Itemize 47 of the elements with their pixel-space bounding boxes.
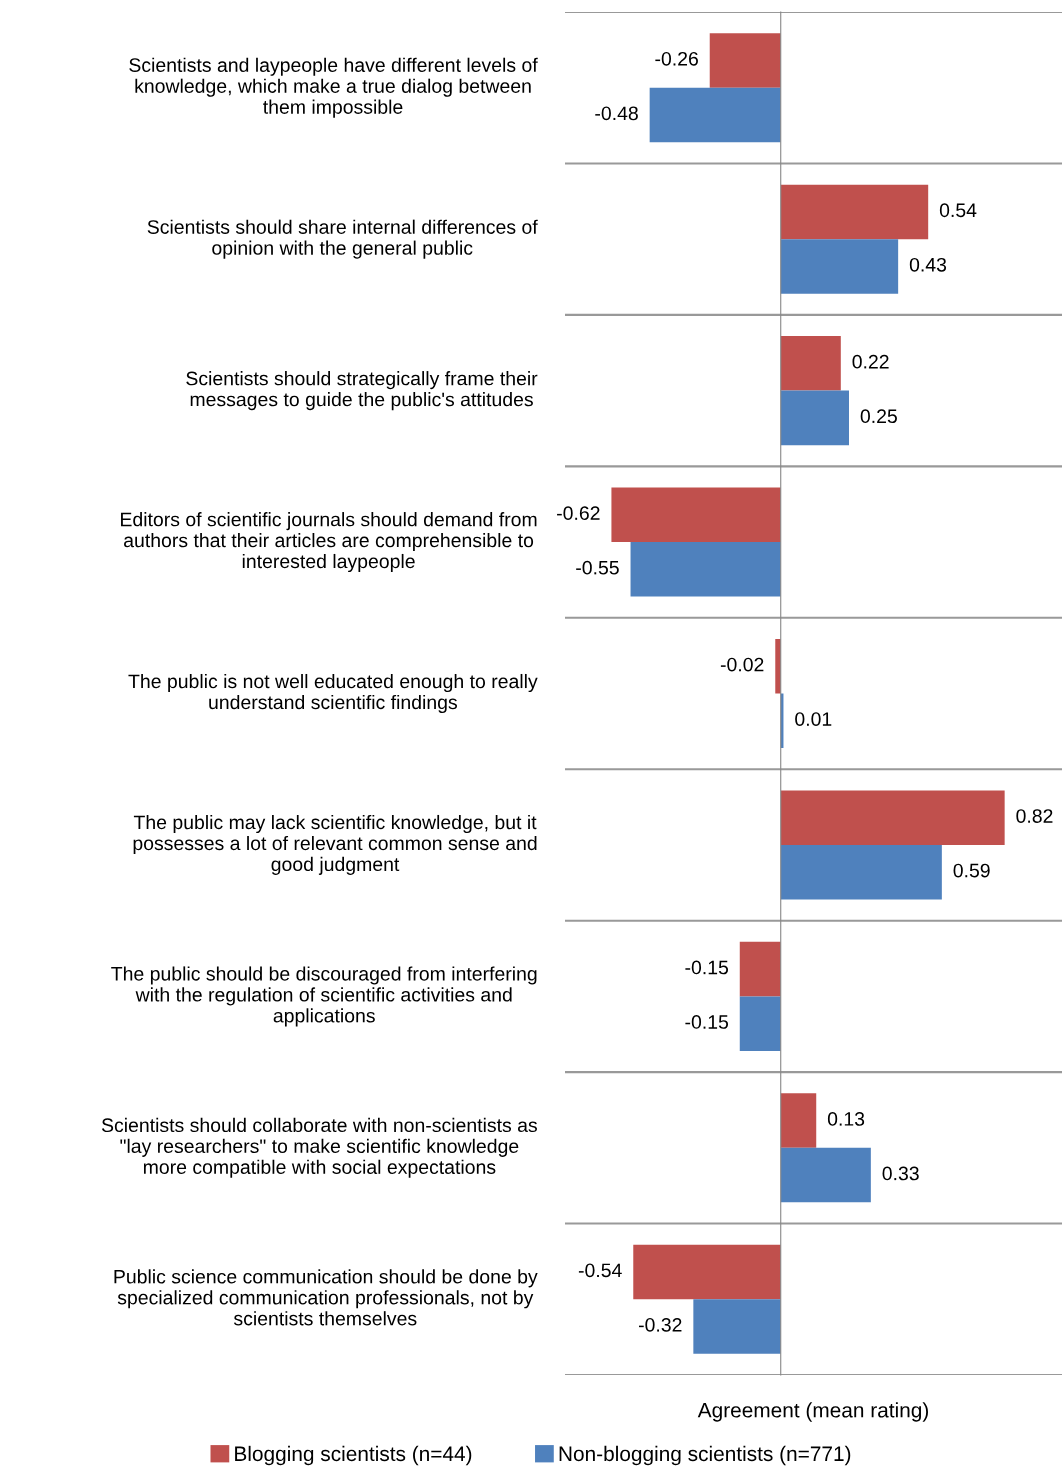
bar bbox=[739, 941, 781, 997]
data-label: -0.54 bbox=[578, 1263, 622, 1278]
data-label: 0.22 bbox=[852, 354, 889, 369]
y-tick-label: The public may lack scientific knowledge, but it possesses a lot of relevant common sense and good judgment bbox=[133, 814, 537, 875]
y-tick-label: Public science communication should be done by specialized communication professionals, not by scientists themselves bbox=[114, 1269, 538, 1326]
bar bbox=[649, 87, 781, 143]
data-label: -0.48 bbox=[595, 106, 638, 121]
bar bbox=[780, 184, 929, 240]
y-tick-label: The public is not well educated enough to really understand scientific findings bbox=[128, 673, 538, 714]
bar bbox=[780, 844, 942, 900]
legend-label: Non-blogging scientists (n=771) bbox=[559, 1445, 851, 1466]
data-label: 0.82 bbox=[1016, 809, 1053, 823]
bar bbox=[611, 487, 781, 543]
y-tick-label: Scientists should collaborate with non-scientists as "lay researchers" to make scientific knowledge more compatible with social expectations bbox=[101, 1117, 537, 1178]
bar bbox=[780, 239, 899, 294]
data-label: 0.01 bbox=[795, 712, 832, 726]
data-label: 0.43 bbox=[909, 257, 947, 272]
data-label: 0.25 bbox=[860, 409, 897, 424]
bar bbox=[780, 336, 841, 391]
y-tick-label: Scientists should share internal differences of opinion with the general public bbox=[147, 219, 538, 259]
data-label: 0.33 bbox=[882, 1166, 919, 1181]
x-axis-title: Agreement (mean rating) bbox=[697, 1402, 929, 1422]
y-tick-label: Editors of scientific journals should demand from authors that their articles are comprehensible to interested laypeople bbox=[121, 512, 537, 573]
bar bbox=[780, 790, 1005, 845]
bar bbox=[693, 1299, 781, 1354]
bar bbox=[775, 638, 781, 694]
data-label: -0.15 bbox=[685, 1015, 729, 1029]
bar bbox=[709, 33, 781, 88]
bar bbox=[633, 1244, 781, 1300]
data-label: -0.32 bbox=[638, 1317, 682, 1332]
data-label: -0.02 bbox=[720, 657, 764, 672]
data-label: -0.26 bbox=[655, 51, 698, 66]
data-label: 0.59 bbox=[953, 863, 990, 878]
y-tick-label: Scientists should strategically frame their messages to guide the public's attitudes bbox=[186, 371, 538, 411]
legend-label: Blogging scientists (n=44) bbox=[235, 1445, 472, 1466]
data-label: 0.13 bbox=[827, 1112, 865, 1126]
data-label: -0.55 bbox=[576, 560, 619, 575]
bar bbox=[780, 390, 849, 446]
y-tick-label: The public should be discouraged from interfering with the regulation of scientific activities and applications bbox=[111, 966, 537, 1027]
bar bbox=[630, 542, 781, 597]
bar bbox=[739, 996, 781, 1051]
data-label: -0.62 bbox=[557, 506, 600, 521]
bar bbox=[780, 1093, 817, 1148]
y-tick-label: Scientists and laypeople have different levels of knowledge, which make a true dialog between them impossible bbox=[129, 57, 538, 118]
data-label: 0.54 bbox=[939, 203, 977, 218]
data-label: -0.15 bbox=[685, 960, 729, 975]
bar bbox=[780, 1147, 871, 1203]
